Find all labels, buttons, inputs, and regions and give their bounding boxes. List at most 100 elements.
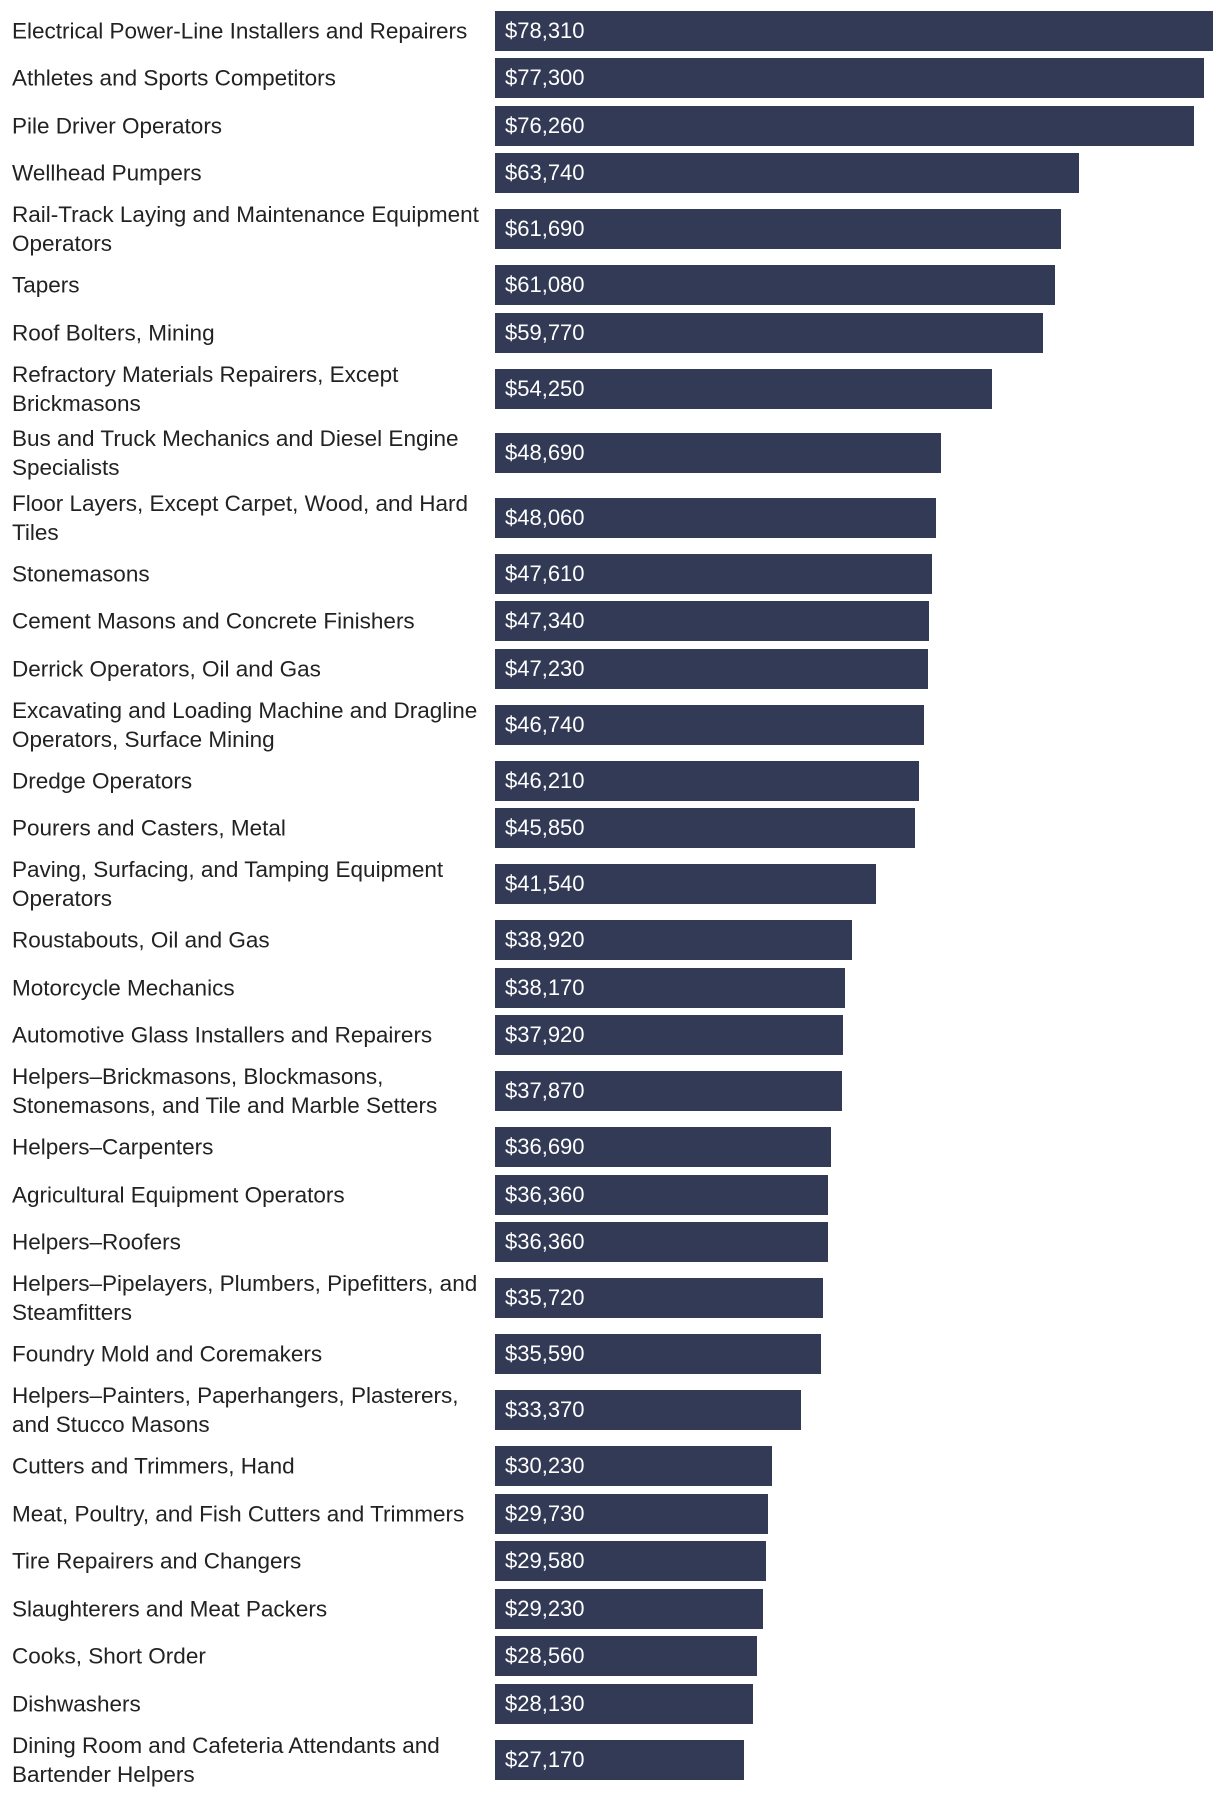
bar: $36,360	[495, 1222, 829, 1263]
bar-value-label: $30,230	[505, 1453, 585, 1479]
category-label: Floor Layers, Except Carpet, Wood, and H…	[12, 490, 469, 545]
bar-row: Slaughterers and Meat Packers $29,230	[0, 1585, 1220, 1633]
bar-row: Automotive Glass Installers and Repairer…	[0, 1012, 1220, 1060]
bar-value-label: $48,060	[505, 504, 585, 530]
bar-value-label: $37,920	[505, 1022, 585, 1048]
bar-value-label: $38,170	[505, 974, 585, 1000]
bar: $47,230	[495, 648, 929, 689]
bar-value-label: $63,740	[505, 160, 585, 186]
category-label: Bus and Truck Mechanics and Diesel Engin…	[12, 426, 459, 481]
bar-row: Stonemasons $47,610	[0, 550, 1220, 598]
bar-row: Electrical Power-Line Installers and Rep…	[0, 7, 1220, 55]
bar: $48,690	[495, 433, 942, 474]
category-label: Pourers and Casters, Metal	[12, 815, 286, 841]
bar: $36,690	[495, 1127, 832, 1168]
bar-row: Dishwashers $28,130	[0, 1680, 1220, 1728]
bar-value-label: $47,340	[505, 608, 585, 634]
bar-row: Tire Repairers and Changers $29,580	[0, 1538, 1220, 1586]
bar: $27,170	[495, 1739, 745, 1780]
category-label: Excavating and Loading Machine and Dragl…	[12, 697, 478, 752]
bar: $46,740	[495, 704, 924, 745]
category-label: Cooks, Short Order	[12, 1643, 206, 1669]
category-label: Helpers–Carpenters	[12, 1134, 214, 1160]
category-label: Helpers–Painters, Paperhangers, Plastere…	[12, 1383, 459, 1438]
bar-value-label: $46,210	[505, 767, 585, 793]
category-label: Helpers–Brickmasons, Blockmasons, Stonem…	[12, 1064, 438, 1119]
bar-row: Agricultural Equipment Operators $36,360	[0, 1171, 1220, 1219]
category-label: Cement Masons and Concrete Finishers	[12, 608, 415, 634]
bar-value-label: $29,230	[505, 1595, 585, 1621]
bar-value-label: $59,770	[505, 319, 585, 345]
bar: $76,260	[495, 105, 1195, 146]
bar-value-label: $77,300	[505, 65, 585, 91]
bar-value-label: $36,360	[505, 1229, 585, 1255]
category-label: Roof Bolters, Mining	[12, 320, 215, 346]
bar-value-label: $41,540	[505, 871, 585, 897]
bar-value-label: $36,360	[505, 1181, 585, 1207]
bar: $47,610	[495, 553, 932, 594]
category-label: Athletes and Sports Competitors	[12, 65, 336, 91]
bar-row: Motorcycle Mechanics $38,170	[0, 964, 1220, 1012]
bar-row: Bus and Truck Mechanics and Diesel Engin…	[0, 421, 1220, 486]
bar-row: Roustabouts, Oil and Gas $38,920	[0, 917, 1220, 965]
category-label: Stonemasons	[12, 561, 150, 587]
bar: $29,580	[495, 1541, 767, 1582]
bar-row: Meat, Poultry, and Fish Cutters and Trim…	[0, 1490, 1220, 1538]
bar-row: Excavating and Loading Machine and Dragl…	[0, 693, 1220, 758]
category-label: Pile Driver Operators	[12, 113, 223, 139]
bar: $63,740	[495, 153, 1080, 194]
bar-row: Helpers–Brickmasons, Blockmasons, Stonem…	[0, 1059, 1220, 1124]
category-label: Dishwashers	[12, 1691, 141, 1717]
category-label: Dining Room and Cafeteria Attendants and…	[12, 1732, 440, 1787]
category-label: Motorcycle Mechanics	[12, 975, 235, 1001]
bar-row: Cutters and Trimmers, Hand $30,230	[0, 1443, 1220, 1491]
bar-row: Athletes and Sports Competitors $77,300	[0, 55, 1220, 103]
category-label: Derrick Operators, Oil and Gas	[12, 656, 321, 682]
bar-row: Pourers and Casters, Metal $45,850	[0, 805, 1220, 853]
bar: $37,920	[495, 1015, 843, 1056]
bar: $77,300	[495, 58, 1204, 99]
category-label: Tapers	[12, 272, 80, 298]
bar: $30,230	[495, 1446, 773, 1487]
bar-row: Roof Bolters, Mining $59,770	[0, 309, 1220, 357]
category-label: Foundry Mold and Coremakers	[12, 1341, 323, 1367]
bar-value-label: $28,560	[505, 1643, 585, 1669]
bar-row: Helpers–Painters, Paperhangers, Plastere…	[0, 1378, 1220, 1443]
bar: $48,060	[495, 497, 936, 538]
bar: $36,360	[495, 1174, 829, 1215]
bar: $46,210	[495, 760, 919, 801]
category-label: Helpers–Pipelayers, Plumbers, Pipefitter…	[12, 1271, 478, 1326]
bar-row: Dredge Operators $46,210	[0, 757, 1220, 805]
bar-value-label: $61,690	[505, 216, 585, 242]
bar-value-label: $36,690	[505, 1134, 585, 1160]
category-label: Rail-Track Laying and Maintenance Equipm…	[12, 202, 479, 257]
category-label: Electrical Power-Line Installers and Rep…	[12, 18, 468, 44]
bar-value-label: $35,720	[505, 1285, 585, 1311]
bar: $45,850	[495, 808, 916, 849]
bar-value-label: $47,230	[505, 655, 585, 681]
category-label: Agricultural Equipment Operators	[12, 1182, 345, 1208]
bar: $38,920	[495, 920, 852, 961]
bar: $38,170	[495, 967, 845, 1008]
category-label: Helpers–Roofers	[12, 1229, 181, 1255]
bar-value-label: $28,130	[505, 1690, 585, 1716]
bar-value-label: $29,580	[505, 1548, 585, 1574]
bar-value-label: $33,370	[505, 1397, 585, 1423]
bar-row: Rail-Track Laying and Maintenance Equipm…	[0, 197, 1220, 262]
category-label: Automotive Glass Installers and Repairer…	[12, 1022, 433, 1048]
bar-row: Helpers–Roofers $36,360	[0, 1219, 1220, 1267]
bar: $28,560	[495, 1636, 757, 1677]
bar-row: Refractory Materials Repairers, Except B…	[0, 357, 1220, 422]
bar-value-label: $27,170	[505, 1746, 585, 1772]
category-label: Tire Repairers and Changers	[12, 1548, 302, 1574]
bar-row: Pile Driver Operators $76,260	[0, 102, 1220, 150]
bar: $29,230	[495, 1588, 763, 1629]
bar: $37,870	[495, 1071, 843, 1112]
category-label: Meat, Poultry, and Fish Cutters and Trim…	[12, 1501, 465, 1527]
bar-value-label: $35,590	[505, 1341, 585, 1367]
bar-value-label: $48,690	[505, 440, 585, 466]
category-label: Dredge Operators	[12, 768, 193, 794]
bar-row: Helpers–Carpenters $36,690	[0, 1124, 1220, 1172]
bar-value-label: $76,260	[505, 112, 585, 138]
